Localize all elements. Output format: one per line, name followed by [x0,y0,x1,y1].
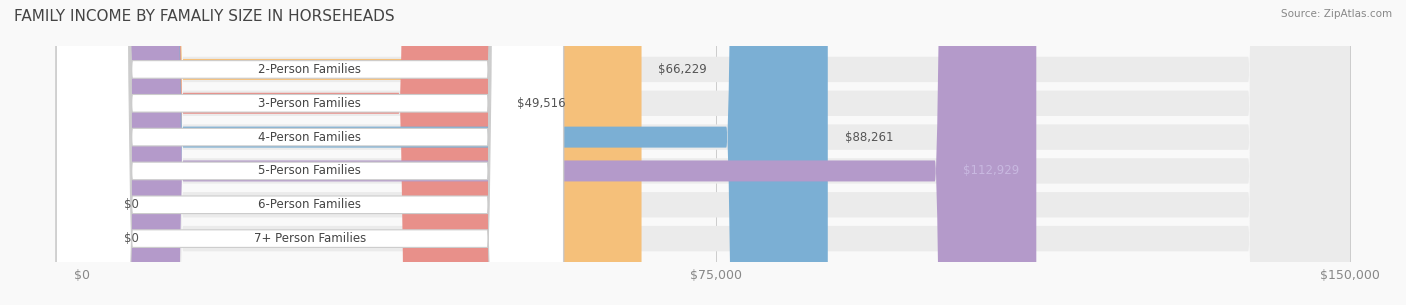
FancyBboxPatch shape [82,0,641,305]
FancyBboxPatch shape [82,0,1350,305]
Text: 2-Person Families: 2-Person Families [259,63,361,76]
FancyBboxPatch shape [56,0,564,305]
FancyBboxPatch shape [56,0,564,305]
FancyBboxPatch shape [82,0,1350,305]
Text: $88,261: $88,261 [845,131,893,144]
FancyBboxPatch shape [56,0,564,305]
Text: $49,516: $49,516 [517,97,565,110]
Text: $0: $0 [124,198,139,211]
FancyBboxPatch shape [56,0,564,305]
FancyBboxPatch shape [82,0,1036,305]
FancyBboxPatch shape [82,0,1350,305]
Text: 5-Person Families: 5-Person Families [259,164,361,178]
Text: 4-Person Families: 4-Person Families [259,131,361,144]
FancyBboxPatch shape [82,0,828,305]
FancyBboxPatch shape [82,0,1350,305]
Text: $112,929: $112,929 [963,164,1019,178]
Text: Source: ZipAtlas.com: Source: ZipAtlas.com [1281,9,1392,19]
FancyBboxPatch shape [82,0,501,305]
Text: FAMILY INCOME BY FAMALIY SIZE IN HORSEHEADS: FAMILY INCOME BY FAMALIY SIZE IN HORSEHE… [14,9,395,24]
Text: $66,229: $66,229 [658,63,707,76]
FancyBboxPatch shape [82,0,1350,305]
Text: $0: $0 [124,232,139,245]
FancyBboxPatch shape [56,0,564,305]
Text: 7+ Person Families: 7+ Person Families [254,232,366,245]
Text: 6-Person Families: 6-Person Families [259,198,361,211]
Text: 3-Person Families: 3-Person Families [259,97,361,110]
FancyBboxPatch shape [82,0,1350,305]
FancyBboxPatch shape [56,0,564,305]
